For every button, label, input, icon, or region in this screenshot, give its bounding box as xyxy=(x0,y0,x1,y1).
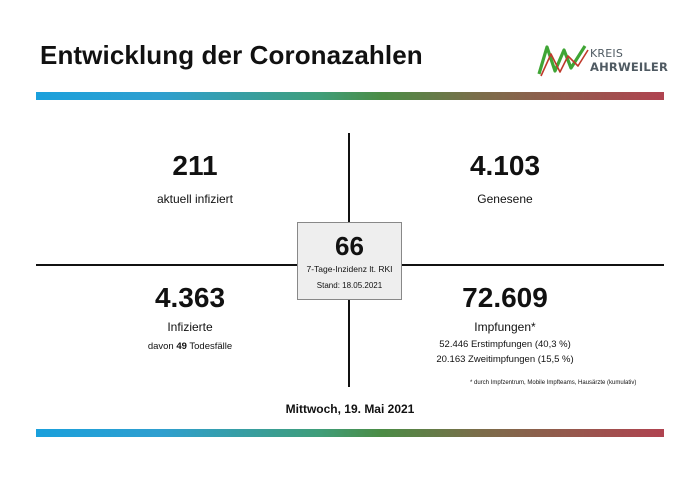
deaths-line: davon 49 Todesfälle xyxy=(115,341,265,352)
incidence-box: 66 7-Tage-Inzidenz lt. RKI Stand: 18.05.… xyxy=(297,222,402,300)
infected-total-label: Infizierte xyxy=(167,320,213,334)
infected-current-value: 211 xyxy=(172,150,218,181)
page-title: Entwicklung der Coronazahlen xyxy=(40,40,423,70)
infected-current-label: aktuell infiziert xyxy=(156,192,234,206)
ahrweiler-logo-icon xyxy=(537,45,589,77)
report-date: Mittwoch, 19. Mai 2021 xyxy=(285,402,415,416)
vaccinations-value: 72.609 xyxy=(462,282,548,313)
logo-text-line1: KREIS xyxy=(590,47,624,60)
bottom-gradient-bar xyxy=(36,429,664,437)
recovered-value: 4.103 xyxy=(469,150,541,181)
infected-current-panel: 211 aktuell infiziert xyxy=(120,150,270,206)
first-vaccinations: 52.446 Erstimpfungen (40,3 %) xyxy=(439,339,571,350)
deaths-prefix: davon xyxy=(147,341,177,352)
deaths-suffix: Todesfälle xyxy=(186,341,233,352)
infected-total-value: 4.363 xyxy=(154,282,226,313)
deaths-count: 49 xyxy=(176,341,187,352)
top-gradient-bar xyxy=(36,92,664,100)
logo-text-line2: AHRWEILER xyxy=(590,60,669,74)
vaccinations-panel: 72.609 Impfungen* 52.446 Erstimpfungen (… xyxy=(400,282,610,365)
incidence-label: 7-Tage-Inzidenz lt. RKI xyxy=(306,264,393,274)
infected-total-panel: 4.363 Infizierte davon 49 Todesfälle xyxy=(115,282,265,352)
recovered-label: Genesene xyxy=(477,192,533,206)
recovered-panel: 4.103 Genesene xyxy=(420,150,590,206)
vaccinations-label: Impfungen* xyxy=(474,320,536,334)
incidence-value: 66 xyxy=(335,231,364,261)
second-vaccinations: 20.163 Zweitimpfungen (15,5 %) xyxy=(436,354,574,365)
vaccination-footnote: * durch Impfzentrum, Mobile Impfteams, H… xyxy=(470,380,637,386)
logo: KREIS AHRWEILER xyxy=(536,40,668,78)
incidence-stand: Stand: 18.05.2021 xyxy=(316,281,383,290)
